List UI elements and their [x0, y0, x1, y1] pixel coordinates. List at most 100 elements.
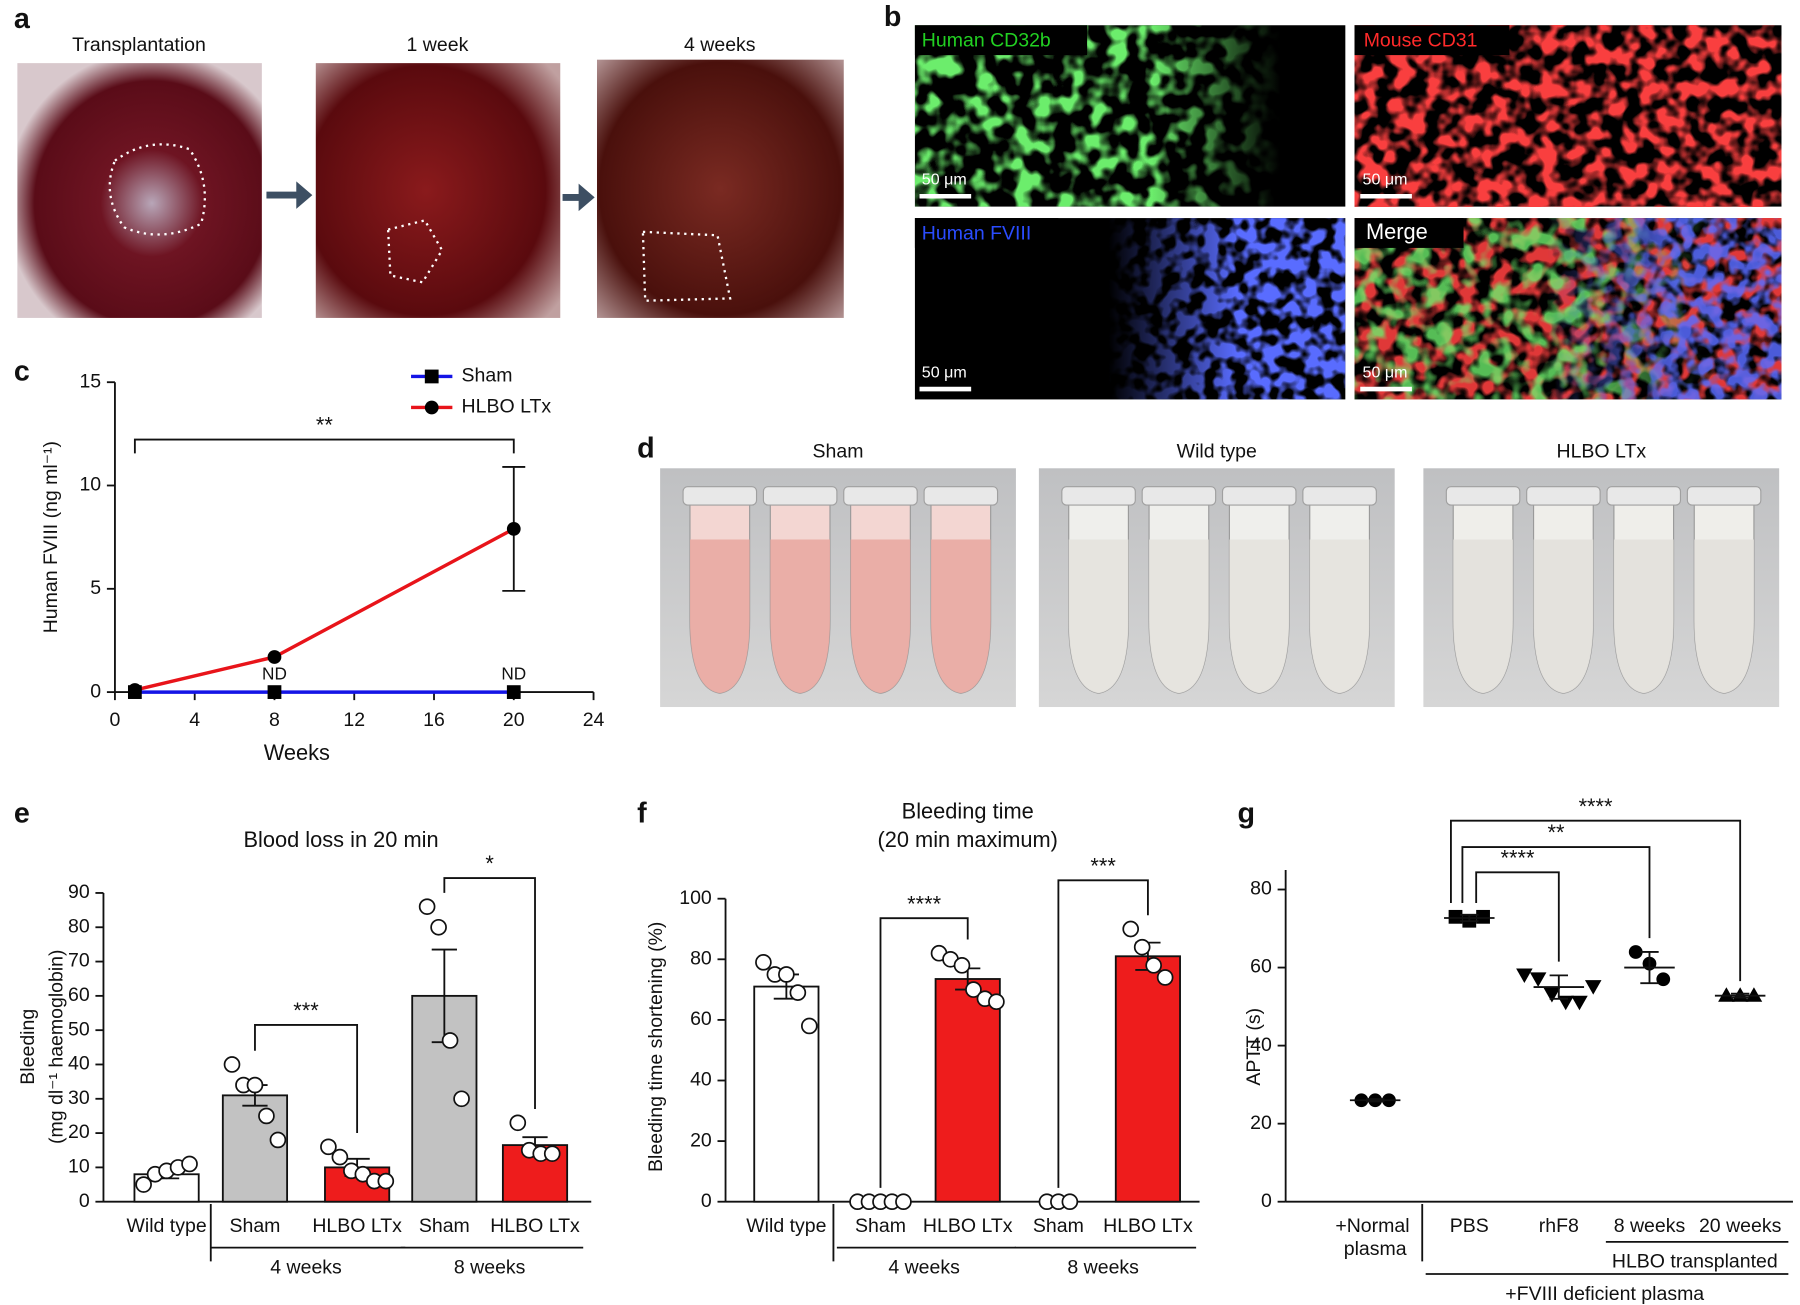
error-bar — [1730, 992, 1750, 999]
point — [430, 918, 447, 936]
point — [895, 1193, 912, 1211]
label: b — [884, 1, 902, 33]
tube-liquid — [1533, 539, 1594, 694]
group-label: +FVIII deficient plasma — [1505, 1283, 1704, 1305]
x-tick-label: 24 — [583, 709, 605, 731]
point — [1061, 1193, 1079, 1211]
point — [331, 1148, 349, 1166]
y-axis-label: (mg dl⁻¹ haemoglobin) — [46, 949, 68, 1144]
significance-label: *** — [293, 998, 319, 1023]
series-line — [134, 527, 515, 692]
image-shape — [17, 63, 262, 318]
tube-cap — [923, 486, 999, 506]
x-tick-label: rhF8 — [1539, 1215, 1579, 1237]
y-tick-label: 40 — [1250, 1034, 1272, 1056]
y-tick-label: 0 — [1261, 1190, 1272, 1212]
y-tick-label: 70 — [68, 950, 90, 972]
point — [377, 1172, 395, 1190]
tube-cap — [843, 486, 918, 506]
y-tick-label: 90 — [68, 881, 90, 903]
bar — [221, 1094, 289, 1203]
x-tick-label: 8 weeks — [1614, 1215, 1686, 1237]
significance-label: *** — [1090, 853, 1116, 878]
point — [1156, 969, 1174, 986]
image-shape — [1354, 25, 1782, 207]
label: HLBO LTx — [1556, 440, 1646, 462]
point — [778, 966, 795, 983]
panel-labels: a b c d e f g — [14, 1, 1255, 830]
tube-liquid — [1613, 539, 1674, 694]
y-tick-label: 0 — [701, 1190, 712, 1212]
y-tick-label: 40 — [690, 1069, 712, 1091]
tube-cap — [1686, 486, 1762, 506]
tube-liquid — [770, 539, 830, 694]
y-axis-label: Human FVIII (ng ml⁻¹) — [40, 441, 62, 633]
tube-cap — [1445, 486, 1521, 506]
label-line: +Normal — [1335, 1215, 1415, 1237]
x-axis-label: Weeks — [264, 740, 330, 765]
y-tick-label: 20 — [690, 1129, 712, 1151]
label: e — [14, 797, 30, 829]
legend-marker — [424, 369, 439, 384]
significance-label: ** — [316, 413, 333, 438]
tube-liquid — [689, 539, 750, 694]
legend-label: Sham — [462, 365, 513, 387]
label: d — [637, 432, 655, 464]
point — [453, 1090, 470, 1108]
panel-a: Transplantation 1 week 4 weeks — [17, 34, 844, 318]
tube-liquid — [1309, 539, 1370, 694]
point — [1145, 957, 1162, 974]
point — [1543, 987, 1561, 1003]
label: 50 μm — [1363, 363, 1408, 381]
x-tick-label: 20 weeks — [1699, 1215, 1782, 1237]
label: c — [14, 356, 30, 388]
panel-d: Sham Wild type HLBO LTx — [660, 440, 1780, 708]
image-shape — [266, 181, 313, 209]
tube-cap — [682, 486, 758, 506]
point — [1476, 909, 1490, 924]
annotation: ND — [501, 663, 526, 683]
y-tick-label: 80 — [68, 915, 90, 937]
image-shape — [596, 59, 844, 318]
significance-bracket — [443, 877, 536, 1110]
point — [789, 984, 807, 1001]
label: 50 μm — [922, 363, 967, 381]
point — [1516, 968, 1533, 983]
y-tick-label: 0 — [90, 680, 101, 702]
x-tick-label: +Normal plasma — [1335, 1215, 1415, 1260]
group-label: 4 weeks — [888, 1256, 960, 1278]
x-tick-label: HLBO LTx — [490, 1215, 580, 1237]
label: 4 weeks — [684, 34, 756, 56]
label: a — [14, 3, 31, 35]
point — [258, 1107, 275, 1125]
label: Human CD32b — [922, 29, 1051, 51]
point — [755, 954, 772, 971]
point — [801, 1017, 818, 1035]
chart-subtitle: (20 min maximum) — [877, 827, 1057, 852]
y-tick-label: 20 — [1250, 1112, 1272, 1134]
tube-cap — [1141, 486, 1217, 506]
label: 1 week — [407, 34, 469, 56]
annotation: ND — [262, 663, 287, 683]
point — [1122, 920, 1140, 938]
point — [509, 1114, 527, 1132]
significance-bracket — [1450, 819, 1742, 982]
chart-title: Blood loss in 20 min — [244, 827, 439, 852]
group-label: 8 weeks — [454, 1256, 526, 1278]
x-tick-label: 4 — [189, 709, 200, 731]
point — [1584, 980, 1602, 995]
y-axis-label: APTT (s) — [1243, 1008, 1265, 1086]
point — [267, 650, 282, 664]
significance-bracket — [1475, 871, 1560, 962]
bar — [1114, 955, 1181, 1203]
point — [269, 1131, 287, 1149]
y-tick-label: 80 — [690, 947, 712, 969]
tube-cap — [1606, 486, 1682, 506]
y-tick-label: 15 — [79, 370, 101, 392]
image-shape — [386, 219, 444, 284]
label: Merge — [1366, 219, 1428, 244]
label: Human FVIII — [922, 222, 1031, 244]
point — [1529, 972, 1547, 987]
y-axis-label: Bleeding time shortening (%) — [645, 922, 667, 1172]
